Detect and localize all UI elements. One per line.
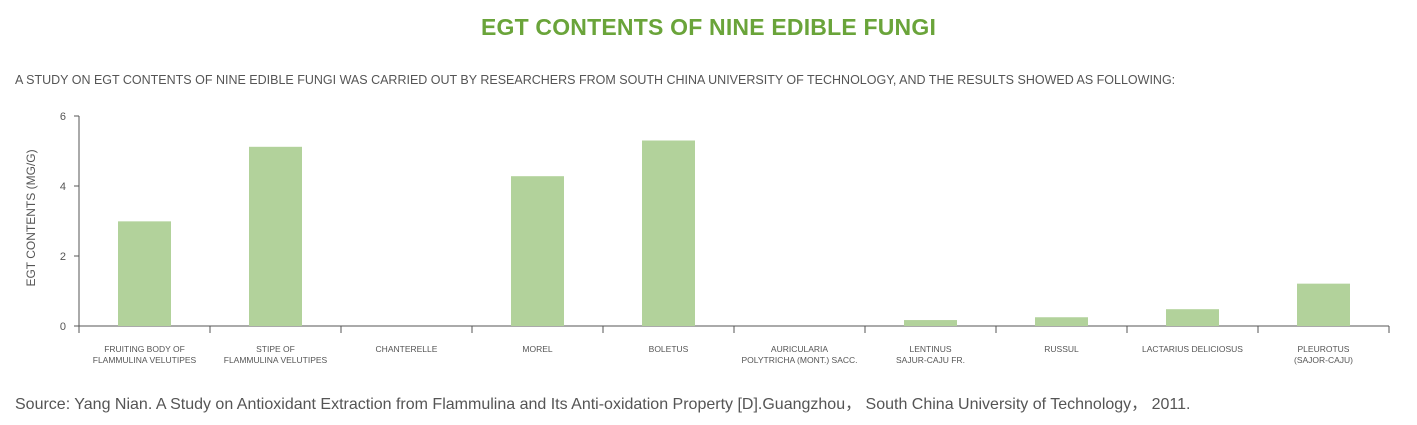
y-tick-label: 2	[60, 251, 66, 263]
bar	[511, 176, 564, 326]
bar	[1297, 283, 1350, 326]
x-category-label: CHANTERELLE	[376, 344, 438, 354]
x-category-label: LENTINUS	[909, 344, 951, 354]
bar	[249, 146, 302, 326]
x-category-label: (SAJOR-CAJU)	[1294, 355, 1353, 365]
x-category-label: STIPE OF	[256, 344, 295, 354]
bar	[904, 320, 957, 326]
y-tick-label: 4	[60, 181, 66, 193]
chart-title: EGT CONTENTS OF NINE EDIBLE FUNGI	[480, 14, 937, 40]
x-category-label: BOLETUS	[649, 344, 689, 354]
chart-subtitle: A STUDY ON EGT CONTENTS OF NINE EDIBLE F…	[15, 73, 1176, 87]
x-category-label: FRUITING BODY OF	[104, 344, 185, 354]
x-category-label: AURICULARIA	[771, 344, 828, 354]
bar	[118, 221, 171, 326]
bar	[1166, 309, 1219, 326]
x-category-label: LACTARIUS DELICIOSUS	[1142, 344, 1243, 354]
x-category-label: POLYTRICHA (MONT.) SACC.	[741, 355, 857, 365]
source-citation: Source: Yang Nian. A Study on Antioxidan…	[15, 396, 1191, 413]
bar	[642, 140, 695, 326]
x-category-label: SAJUR-CAJU FR.	[896, 355, 965, 365]
y-axis-title: EGT CONTENTS (MG/G)	[24, 149, 38, 286]
x-category-label: PLEUROTUS	[1298, 344, 1350, 354]
x-category-label: FLAMMULINA VELUTIPES	[224, 355, 328, 365]
y-tick-label: 0	[60, 321, 66, 333]
x-category-label: FLAMMULINA VELUTIPES	[93, 355, 197, 365]
x-category-label: RUSSUL	[1044, 344, 1079, 354]
y-tick-label: 6	[60, 111, 66, 123]
x-category-label: MOREL	[522, 344, 553, 354]
bar	[1035, 317, 1088, 326]
